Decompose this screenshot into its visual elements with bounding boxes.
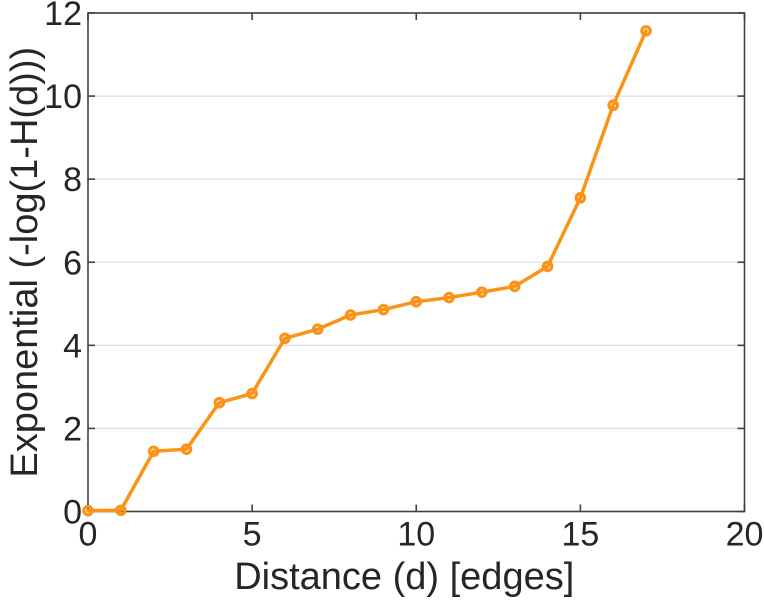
y-tick-label: 2 (63, 410, 82, 448)
x-tick-label: 5 (243, 516, 262, 554)
x-tick-label: 20 (726, 516, 764, 554)
data-point-marker (246, 387, 258, 400)
data-point-marker (180, 443, 193, 455)
y-tick-label: 8 (63, 161, 82, 199)
y-tick-label: 4 (63, 327, 82, 365)
data-point-marker (115, 504, 127, 517)
x-tick-label: 10 (397, 516, 435, 554)
data-point-marker (377, 303, 390, 316)
data-point-marker (147, 445, 160, 458)
x-tick-label: 15 (561, 516, 599, 554)
data-point-marker (279, 332, 291, 345)
data-point-marker (640, 25, 652, 37)
data-point-marker (344, 309, 357, 321)
y-tick-label: 10 (44, 78, 82, 116)
data-point-marker (508, 280, 521, 293)
data-point-marker (410, 295, 423, 308)
x-axis-label: Distance (d) [edges] (234, 556, 574, 598)
data-point-marker (607, 99, 619, 112)
data-point-marker (574, 192, 587, 204)
data-point-marker (213, 396, 226, 409)
y-tick-label: 0 (63, 494, 82, 532)
data-point-marker (443, 291, 455, 304)
y-axis-label: Exponential (-log(1-H(d))) (4, 47, 46, 478)
data-point-marker (311, 323, 324, 335)
x-tick-label: 0 (79, 516, 98, 554)
y-tick-label: 6 (63, 244, 82, 282)
data-point-marker (476, 286, 488, 298)
y-tick-label: 12 (44, 0, 82, 33)
data-point-marker (82, 504, 94, 517)
data-point-marker (541, 260, 554, 273)
